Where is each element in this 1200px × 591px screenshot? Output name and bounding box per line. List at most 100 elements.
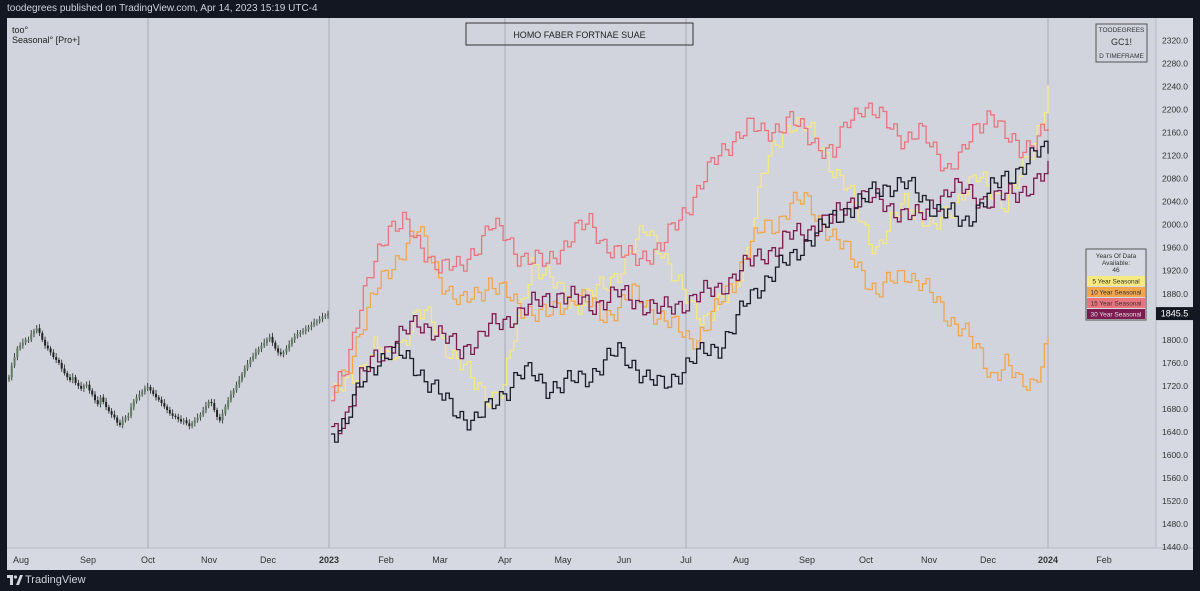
candle-body xyxy=(35,328,38,332)
legend-header-3: 46 xyxy=(1112,267,1120,274)
y-tick-label: 1960.0 xyxy=(1162,243,1188,253)
x-tick-label: Nov xyxy=(921,555,938,565)
time-axis[interactable] xyxy=(7,548,1193,570)
y-tick-label: 2120.0 xyxy=(1162,151,1188,161)
y-tick-label: 1720.0 xyxy=(1162,381,1188,391)
candle-body xyxy=(105,401,108,408)
candle-body xyxy=(27,339,30,341)
candle-body xyxy=(8,377,10,380)
candle-body xyxy=(249,359,252,364)
y-tick-label: 2320.0 xyxy=(1162,36,1188,46)
candle-body xyxy=(38,328,41,333)
x-tick-label: Dec xyxy=(980,555,997,565)
chart-svg[interactable]: 2320.0 2280.0 2240.0 2200.0 2160.0 2120.0 2080… xyxy=(0,18,1200,570)
indicator-label[interactable]: Seasonal° [Pro+] xyxy=(12,35,80,45)
candle-body xyxy=(254,352,257,356)
candle-body xyxy=(91,390,94,395)
publish-info-text: toodegrees published on TradingView.com,… xyxy=(7,3,318,14)
y-tick-label: 2160.0 xyxy=(1162,128,1188,138)
candle-body xyxy=(110,411,113,415)
candle-body xyxy=(210,401,213,404)
candle-body xyxy=(293,336,296,340)
symbol-label[interactable]: too° xyxy=(12,25,29,35)
candle-body xyxy=(218,416,221,421)
legend-item-label: 15 Year Seasonal xyxy=(1091,301,1143,308)
candle-body xyxy=(290,339,293,345)
candle-body xyxy=(304,329,307,332)
x-tick-label: Sep xyxy=(80,555,96,565)
plot-area[interactable] xyxy=(7,18,1156,548)
candle-body xyxy=(265,339,268,343)
x-tick-label: Apr xyxy=(498,555,512,565)
title-box: HOMO FABER FORTNAE SUAE xyxy=(465,22,694,46)
y-tick-label: 2000.0 xyxy=(1162,220,1188,230)
candle-body xyxy=(63,368,66,374)
y-tick-label: 1880.0 xyxy=(1162,289,1188,299)
candle-body xyxy=(155,393,158,398)
price-axis[interactable] xyxy=(1156,18,1193,548)
candle-body xyxy=(41,332,44,340)
candle-body xyxy=(318,319,321,322)
candle-body xyxy=(121,420,124,425)
candle-body xyxy=(107,407,110,412)
candle-body xyxy=(130,407,133,416)
candle-body xyxy=(77,382,80,386)
candle-body xyxy=(96,400,99,405)
x-tick-label: Oct xyxy=(141,555,156,565)
legend-swatch xyxy=(1087,309,1145,319)
candle-body xyxy=(135,397,138,402)
candle-body xyxy=(16,348,19,358)
candle-body xyxy=(207,401,210,406)
candle-body xyxy=(10,365,13,378)
x-tick-label: Feb xyxy=(378,555,394,565)
current-price-tag: 1845.5 xyxy=(1156,307,1193,321)
candle-body xyxy=(21,342,24,346)
candle-body xyxy=(49,348,52,353)
candle-body xyxy=(302,331,305,333)
candle-body xyxy=(307,327,310,330)
candle-body xyxy=(13,357,16,366)
candle-body xyxy=(82,385,85,389)
candle-body xyxy=(113,414,116,418)
candle-body xyxy=(168,410,171,414)
series-line xyxy=(331,140,1049,443)
x-tick-label: Dec xyxy=(260,555,277,565)
footer-brand[interactable]: TradingView xyxy=(25,574,86,586)
x-tick-label: Jul xyxy=(680,555,692,565)
y-tick-label: 1440.0 xyxy=(1162,542,1188,552)
candle-body xyxy=(321,316,324,320)
candle-body xyxy=(60,362,63,369)
candle-body xyxy=(19,345,22,349)
candle-body xyxy=(141,391,144,395)
legend-swatch xyxy=(1087,276,1145,286)
candle-body xyxy=(279,352,282,355)
candle-body xyxy=(149,386,152,391)
y-tick-label: 1680.0 xyxy=(1162,404,1188,414)
time-scale-labels: Aug Sep Oct Nov Dec 2023 Feb Mar Apr May Jun Jul Aug… xyxy=(13,555,1112,565)
candle-body xyxy=(213,403,216,411)
candle-body xyxy=(69,377,72,381)
candle-body xyxy=(224,406,227,414)
info-line-1: TOODEGREES xyxy=(1099,27,1145,34)
candle-body xyxy=(227,400,230,407)
candle-body xyxy=(191,423,194,427)
y-tick-label: 2200.0 xyxy=(1162,105,1188,115)
candle-body xyxy=(146,386,149,389)
y-tick-label: 2240.0 xyxy=(1162,82,1188,92)
candle-body xyxy=(24,339,27,343)
candle-body xyxy=(235,384,238,391)
candle-body xyxy=(182,420,185,422)
y-tick-label: 1520.0 xyxy=(1162,496,1188,506)
y-tick-label: 1920.0 xyxy=(1162,266,1188,276)
x-tick-label: May xyxy=(554,555,572,565)
candle-body xyxy=(204,405,207,411)
x-tick-label: Feb xyxy=(1096,555,1112,565)
candle-body xyxy=(55,357,58,360)
candle-body xyxy=(257,349,260,353)
candle-body xyxy=(216,410,219,417)
candle-body xyxy=(163,403,166,407)
publish-header: toodegrees published on TradingView.com,… xyxy=(0,0,1200,18)
y-tick-label: 1600.0 xyxy=(1162,450,1188,460)
candle-body xyxy=(116,417,119,423)
candle-body xyxy=(221,413,224,421)
